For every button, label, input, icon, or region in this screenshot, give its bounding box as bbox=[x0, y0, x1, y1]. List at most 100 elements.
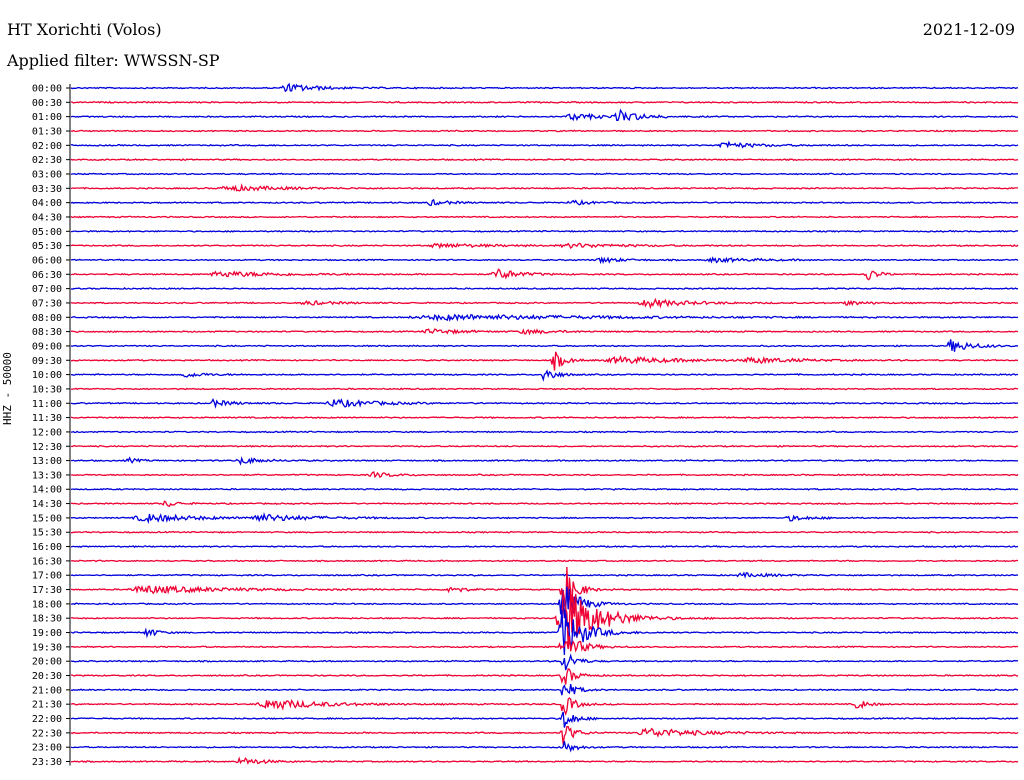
trace-1300 bbox=[70, 456, 1019, 466]
trace-1800 bbox=[71, 586, 1019, 618]
trace-2030 bbox=[71, 668, 1019, 685]
trace-2130 bbox=[70, 697, 1019, 716]
trace-0030 bbox=[70, 100, 1019, 104]
time-tick-label: 01:30 bbox=[32, 126, 62, 137]
time-tick-label: 18:00 bbox=[32, 599, 62, 610]
trace-1530 bbox=[71, 530, 1019, 534]
trace-2200 bbox=[70, 711, 1019, 728]
trace-1230 bbox=[70, 444, 1019, 448]
trace-1130 bbox=[70, 416, 1019, 420]
trace-0000 bbox=[70, 82, 1019, 93]
time-tick-label: 08:00 bbox=[32, 313, 62, 324]
trace-1700 bbox=[70, 571, 1019, 579]
time-tick-label: 13:00 bbox=[32, 456, 62, 467]
time-tick-label: 05:00 bbox=[32, 227, 62, 238]
time-tick-label: 08:30 bbox=[32, 327, 62, 338]
trace-1030 bbox=[70, 387, 1019, 391]
trace-0430 bbox=[70, 215, 1019, 219]
trace-2230 bbox=[70, 725, 1019, 745]
trace-0700 bbox=[70, 287, 1019, 291]
time-tick-label: 19:30 bbox=[32, 642, 62, 653]
time-tick-label: 12:00 bbox=[32, 427, 62, 438]
trace-1200 bbox=[70, 430, 1019, 434]
trace-0500 bbox=[71, 229, 1019, 233]
time-tick-label: 02:30 bbox=[32, 155, 62, 166]
trace-0600 bbox=[70, 256, 1019, 265]
time-tick-label: 03:30 bbox=[32, 184, 62, 195]
time-tick-label: 23:00 bbox=[32, 743, 62, 754]
time-tick-label: 12:30 bbox=[32, 442, 62, 453]
trace-0330 bbox=[70, 183, 1018, 192]
trace-0100 bbox=[70, 108, 1019, 122]
trace-0530 bbox=[70, 242, 1019, 250]
trace-0830 bbox=[70, 328, 1019, 336]
trace-0130 bbox=[70, 129, 1019, 133]
time-tick-label: 14:00 bbox=[32, 485, 62, 496]
time-tick-label: 22:00 bbox=[32, 714, 62, 725]
trace-0730 bbox=[70, 297, 1019, 310]
time-tick-label: 09:00 bbox=[32, 341, 62, 352]
time-tick-label: 16:00 bbox=[32, 542, 62, 553]
time-tick-label: 22:30 bbox=[32, 728, 62, 739]
station-title: HT Xorichti (Volos) bbox=[7, 20, 162, 39]
trace-1630 bbox=[70, 559, 1019, 563]
time-tick-label: 02:00 bbox=[32, 141, 62, 152]
trace-2100 bbox=[70, 683, 1019, 696]
trace-1830 bbox=[70, 588, 1018, 647]
time-tick-label: 18:30 bbox=[32, 614, 62, 625]
trace-0930 bbox=[70, 351, 1019, 371]
time-tick-label: 06:30 bbox=[32, 270, 62, 281]
date-label: 2021-12-09 bbox=[922, 20, 1015, 39]
time-tick-label: 17:30 bbox=[32, 585, 62, 596]
time-tick-label: 04:00 bbox=[32, 198, 62, 209]
time-tick-label: 07:30 bbox=[32, 298, 62, 309]
time-tick-label: 11:30 bbox=[32, 413, 62, 424]
trace-1330 bbox=[70, 471, 1019, 479]
trace-2000 bbox=[70, 653, 1019, 671]
time-tick-label: 00:30 bbox=[32, 98, 62, 109]
trace-1100 bbox=[70, 398, 1019, 409]
time-tick-label: 11:00 bbox=[32, 399, 62, 410]
trace-2330 bbox=[70, 756, 1019, 765]
time-tick-label: 15:30 bbox=[32, 528, 62, 539]
time-tick-label: 20:00 bbox=[32, 657, 62, 668]
trace-0630 bbox=[70, 268, 1019, 281]
time-tick-label: 05:30 bbox=[32, 241, 62, 252]
time-tick-label: 19:00 bbox=[32, 628, 62, 639]
time-tick-label: 03:00 bbox=[32, 169, 62, 180]
time-tick-label: 21:00 bbox=[32, 685, 62, 696]
trace-1930 bbox=[70, 636, 1019, 653]
time-tick-label: 01:00 bbox=[32, 112, 62, 123]
trace-0300 bbox=[70, 172, 1019, 176]
time-tick-label: 10:30 bbox=[32, 384, 62, 395]
trace-0200 bbox=[70, 140, 1019, 149]
trace-1500 bbox=[71, 511, 1019, 525]
trace-1000 bbox=[70, 369, 1019, 382]
time-tick-label: 15:00 bbox=[32, 513, 62, 524]
trace-1600 bbox=[70, 545, 1019, 549]
time-tick-label: 13:30 bbox=[32, 470, 62, 481]
trace-0800 bbox=[70, 313, 1019, 322]
time-tick-label: 06:00 bbox=[32, 255, 62, 266]
time-tick-label: 07:00 bbox=[32, 284, 62, 295]
time-tick-label: 10:00 bbox=[32, 370, 62, 381]
trace-2300 bbox=[70, 741, 1019, 753]
trace-1430 bbox=[70, 500, 1019, 507]
time-tick-label: 14:30 bbox=[32, 499, 62, 510]
trace-1900 bbox=[70, 609, 1019, 655]
time-tick-label: 16:30 bbox=[32, 556, 62, 567]
trace-0900 bbox=[70, 339, 1019, 352]
trace-1730 bbox=[71, 566, 1019, 619]
trace-0400 bbox=[70, 198, 1019, 207]
time-tick-label: 21:30 bbox=[32, 700, 62, 711]
time-tick-label: 04:30 bbox=[32, 212, 62, 223]
filter-label: Applied filter: WWSSN-SP bbox=[7, 51, 220, 70]
trace-1400 bbox=[70, 487, 1019, 491]
time-tick-label: 09:30 bbox=[32, 356, 62, 367]
time-tick-label: 00:00 bbox=[32, 84, 62, 95]
trace-0230 bbox=[70, 158, 1019, 162]
time-tick-label: 20:30 bbox=[32, 671, 62, 682]
time-tick-label: 23:30 bbox=[32, 757, 62, 768]
time-tick-label: 17:00 bbox=[32, 571, 62, 582]
